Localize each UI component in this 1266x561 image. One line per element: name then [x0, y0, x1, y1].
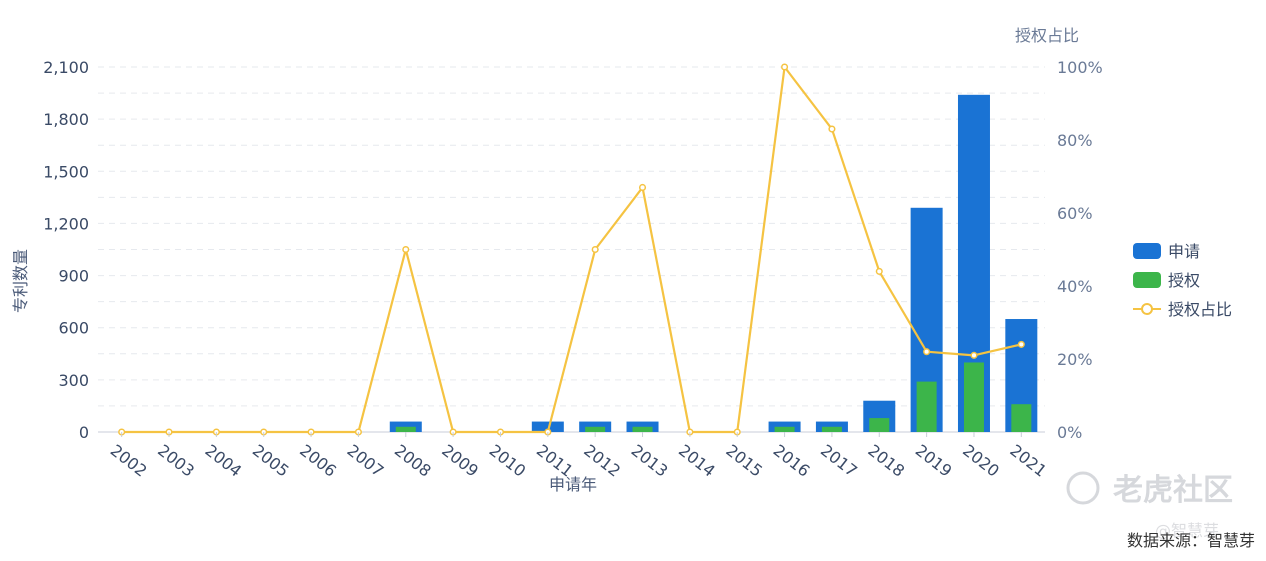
- ratio-point: [781, 63, 789, 71]
- bar-grant: [585, 426, 606, 432]
- y-tick-label: 600: [58, 319, 89, 338]
- ratio-point: [970, 351, 978, 359]
- x-tick-label: 2010: [486, 441, 530, 481]
- x-tick-label: 2016: [770, 441, 814, 481]
- legend-swatch-ratio-marker: [1141, 303, 1153, 315]
- legend-item-grant[interactable]: 授权: [1133, 271, 1200, 290]
- bar-grant: [821, 426, 842, 432]
- watermark-handle: @智慧芽: [1155, 521, 1219, 540]
- y-tick-label: 1,200: [43, 214, 89, 233]
- x-axis-title: 申请年: [549, 475, 597, 494]
- y-axis-right: 0% 20% 40% 60% 80% 100%: [1057, 58, 1103, 442]
- ratio-point: [828, 125, 836, 133]
- legend-swatch-apply: [1133, 243, 1161, 259]
- y-axis-left: 0 300 600 900 1,200 1,500 1,800 2,100: [43, 58, 89, 442]
- y2-tick-label: 80%: [1057, 131, 1093, 150]
- y-tick-label: 2,100: [43, 58, 89, 77]
- bar-grant: [395, 426, 416, 432]
- gridlines: [98, 66, 1045, 433]
- x-tick-label: 2008: [391, 441, 435, 481]
- legend-label-apply: 申请: [1168, 242, 1200, 261]
- x-tick-label: 2014: [675, 441, 719, 481]
- legend-item-apply[interactable]: 申请: [1133, 242, 1200, 261]
- legend: 申请 授权 授权占比: [1133, 242, 1232, 319]
- legend-item-ratio[interactable]: 授权占比: [1133, 300, 1232, 319]
- data-source: 数据来源：智慧芽: [1127, 531, 1255, 550]
- y-tick-label: 900: [58, 267, 89, 286]
- y-tick-label: 1,500: [43, 162, 89, 181]
- x-tick-label: 2005: [249, 441, 293, 481]
- ratio-point: [591, 245, 599, 254]
- ratio-polyline: [121, 65, 1022, 434]
- legend-label-ratio: 授权占比: [1168, 300, 1232, 319]
- bar-grant: [632, 426, 653, 432]
- x-tick-label: 2009: [438, 441, 482, 481]
- x-axis: 2002 2003 2004 2005 2006 2007 2008 2009 2010 2011…: [107, 432, 1050, 481]
- x-tick-label: 2021: [1006, 441, 1050, 481]
- x-tick-label: 2003: [154, 441, 198, 481]
- x-tick-label: 2018: [864, 441, 908, 481]
- ratio-point: [923, 348, 931, 356]
- ratio-point: [402, 245, 410, 254]
- bar-grant: [1011, 404, 1032, 432]
- bar-grant: [916, 381, 937, 432]
- x-tick-label: 2015: [722, 441, 766, 481]
- x-tick-label: 2002: [107, 441, 151, 481]
- y-tick-label: 1,800: [43, 110, 89, 129]
- y2-tick-label: 100%: [1057, 58, 1103, 77]
- x-tick-label: 2007: [344, 441, 388, 481]
- y-tick-label: 300: [58, 371, 89, 390]
- bars: [389, 94, 1038, 433]
- x-tick-label: 2004: [202, 441, 246, 481]
- ratio-point: [1017, 340, 1025, 348]
- bar-grant: [774, 426, 795, 432]
- y-tick-label: 0: [79, 423, 89, 442]
- y2-tick-label: 60%: [1057, 204, 1093, 223]
- y-axis-title: 专利数量: [11, 249, 30, 313]
- ratio-point: [875, 267, 883, 275]
- legend-label-grant: 授权: [1168, 271, 1200, 290]
- y2-axis-title: 授权占比: [1015, 26, 1079, 45]
- ratio-point: [638, 183, 647, 191]
- y2-tick-label: 40%: [1057, 277, 1093, 296]
- x-tick-label: 2020: [959, 441, 1003, 481]
- y2-tick-label: 20%: [1057, 350, 1093, 369]
- watermark-logo-icon: [1066, 471, 1100, 505]
- bar-grant: [869, 418, 890, 432]
- bar-grant: [963, 362, 984, 432]
- x-tick-label: 2017: [817, 441, 861, 481]
- watermark-brand: 老虎社区: [1113, 473, 1233, 508]
- ratio-line: [118, 63, 1025, 436]
- x-tick-label: 2019: [912, 441, 956, 481]
- bar-apply: [531, 421, 564, 432]
- y2-tick-label: 0%: [1057, 423, 1082, 442]
- x-tick-label: 2006: [296, 441, 340, 481]
- legend-swatch-grant: [1133, 272, 1161, 288]
- watermark: 老虎社区 @智慧芽: [1066, 471, 1233, 540]
- x-tick-label: 2013: [628, 441, 672, 481]
